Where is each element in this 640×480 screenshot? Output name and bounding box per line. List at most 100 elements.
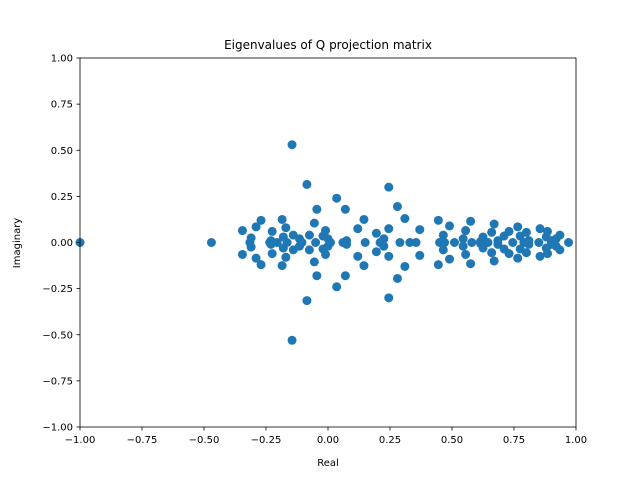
eigenvalue-point [415,225,425,235]
eigenvalue-point [360,238,370,247]
eigenvalue-point [251,253,261,263]
eigenvalue-point [312,271,322,281]
eigenvalue-point [302,179,312,189]
eigenvalue-point [384,293,394,303]
x-tick-label: 0.00 [317,435,339,446]
eigenvalue-point [524,239,534,249]
eigenvalue-point [504,249,514,259]
eigenvalue-point [304,230,314,240]
eigenvalue-point [371,228,381,238]
eigenvalue-point [433,260,443,270]
y-tick-label: −1.00 [42,423,73,434]
eigenvalue-point [353,224,363,234]
eigenvalue-point [340,271,350,281]
eigenvalue-point [237,249,247,259]
x-tick-label: −0.75 [127,435,158,446]
eigenvalue-point [411,238,421,247]
eigenvalue-point [466,216,476,226]
eigenvalue-point [513,253,523,263]
eigenvalue-point [342,239,352,249]
x-tick-label: 0.75 [503,435,525,446]
eigenvalue-point [237,226,247,236]
eigenvalue-point [371,247,381,257]
eigenvalue-point [504,226,514,236]
x-tick-label: −0.50 [189,435,220,446]
eigenvalue-point [487,227,497,237]
x-axis-label: Real [317,458,339,469]
eigenvalue-point [256,260,266,270]
x-tick-label: 0.25 [379,435,401,446]
eigenvalue-point [340,204,350,214]
eigenvalue-point [433,215,443,225]
eigenvalue-point [466,259,476,269]
eigenvalue-point [309,257,319,267]
eigenvalue-point [321,249,331,259]
eigenvalue-point [489,256,499,266]
eigenvalue-point [513,222,523,232]
eigenvalue-point [392,273,402,283]
eigenvalue-point [332,193,342,203]
eigenvalue-point [379,241,389,251]
eigenvalue-point [445,221,455,231]
eigenvalue-point [353,251,363,261]
eigenvalue-point [461,249,471,259]
eigenvalue-point [489,219,499,229]
eigenvalue-point [555,245,565,255]
eigenvalue-point [312,204,322,214]
chart-title: Eigenvalues of Q projection matrix [224,38,432,52]
eigenvalue-point [384,182,394,192]
eigenvalue-point [415,250,425,260]
eigenvalue-point [535,251,545,261]
eigenvalue-point [542,226,552,236]
eigenvalue-point [521,227,531,237]
eigenvalue-point [302,296,312,306]
eigenvalue-point [206,238,216,247]
eigenvalue-point [256,215,266,225]
x-tick-label: 1.00 [565,435,587,446]
y-tick-label: −0.25 [42,284,73,295]
y-axis-label: Imaginary [12,218,23,269]
eigenvalue-point [449,238,459,247]
eigenvalue-point [267,249,277,259]
eigenvalue-point [535,224,545,234]
eigenvalue-point [384,251,394,261]
eigenvalue-point [359,261,369,271]
eigenvalue-point [564,238,574,247]
eigenvalue-point [438,230,448,240]
eigenvalue-point [287,335,297,345]
eigenvalue-point [461,226,471,236]
y-axis-ticks: −1.00 −0.75 −0.50 −0.25 0.00 0.25 0.50 0.75 1.00 [42,54,80,434]
eigenvalue-point [379,234,389,244]
eigenvalue-point [467,238,477,247]
eigenvalue-point [392,202,402,212]
eigenvalue-point [395,238,405,247]
y-tick-label: 0.75 [51,100,73,111]
eigenvalue-point [297,238,307,247]
eigenvalue-point [277,214,287,224]
eigenvalue-point [246,242,256,252]
eigenvalue-point [272,238,282,247]
eigenvalue-point [458,241,468,251]
eigenvalue-point [251,222,261,232]
eigenvalue-point [321,226,331,236]
x-axis-ticks: −1.00 −0.75 −0.50 −0.25 0.00 0.25 0.50 0.75 1.00 [65,427,587,446]
eigenvalue-point [400,261,410,271]
eigenvalue-point [542,249,552,259]
x-tick-label: −1.00 [65,435,96,446]
eigenvalue-point [508,238,518,247]
eigenvalue-point [440,238,450,247]
y-tick-label: 1.00 [51,54,73,65]
y-tick-label: −0.50 [42,330,73,341]
eigenvalue-point [246,233,256,243]
eigenvalue-point [384,224,394,234]
eigenvalue-point [487,248,497,258]
eigenvalue-point [438,245,448,255]
eigenvalue-point [281,252,291,262]
eigenvalue-point [458,234,468,244]
y-tick-label: 0.50 [51,146,73,157]
eigenvalue-point [483,238,493,247]
eigenvalue-point [311,238,321,247]
eigenvalue-point [332,282,342,292]
y-tick-label: 0.25 [51,192,73,203]
